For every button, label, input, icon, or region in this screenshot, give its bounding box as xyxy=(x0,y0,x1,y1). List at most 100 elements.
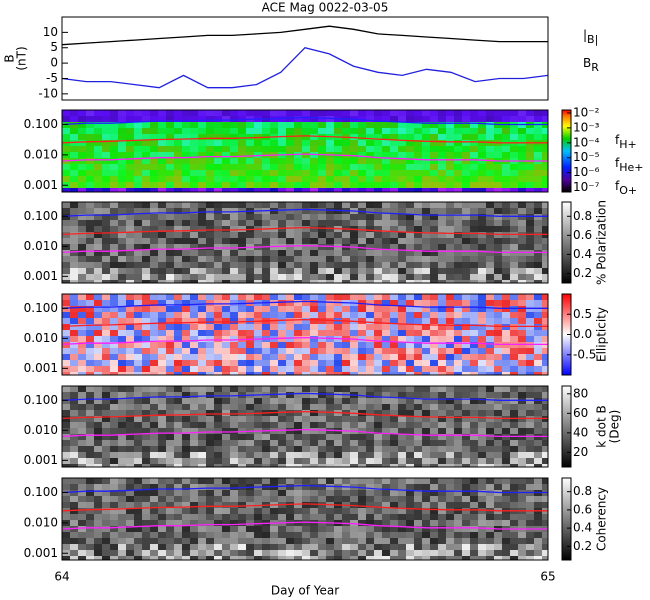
texture-cell xyxy=(62,514,70,520)
texture-cell xyxy=(102,404,110,410)
texture-cell xyxy=(286,428,294,434)
texture-cell xyxy=(238,238,246,244)
texture-cell xyxy=(310,244,318,250)
texture-cell xyxy=(94,318,102,324)
texture-cell xyxy=(118,330,126,336)
texture-cell xyxy=(78,550,86,556)
texture-cell xyxy=(246,140,254,146)
texture-cell xyxy=(414,312,422,318)
texture-cell xyxy=(350,526,358,532)
texture-cell xyxy=(486,202,494,208)
colorbar-tick-label: 0.2 xyxy=(573,266,592,280)
texture-cell xyxy=(310,262,318,268)
texture-cell xyxy=(86,348,94,354)
texture-cell xyxy=(398,294,406,300)
texture-cell xyxy=(286,484,294,490)
texture-cell xyxy=(446,300,454,306)
texture-cell xyxy=(446,538,454,544)
texture-cell xyxy=(310,170,318,176)
texture-cell xyxy=(142,458,150,464)
texture-cell xyxy=(382,490,390,496)
texture-cell xyxy=(294,434,302,440)
texture-cell xyxy=(286,538,294,544)
texture-cell xyxy=(534,532,542,538)
texture-cell xyxy=(102,556,110,560)
texture-cell xyxy=(158,342,166,348)
texture-cell xyxy=(174,330,182,336)
texture-cell xyxy=(486,404,494,410)
texture-cell xyxy=(278,538,286,544)
texture-cell xyxy=(62,244,70,250)
texture-cell xyxy=(310,134,318,140)
texture-cell xyxy=(358,238,366,244)
texture-cell xyxy=(94,176,102,182)
texture-cell xyxy=(430,324,438,330)
texture-cell xyxy=(206,526,214,532)
texture-cell xyxy=(350,372,358,375)
texture-cell xyxy=(214,434,222,440)
texture-cell xyxy=(134,176,142,182)
texture-cell xyxy=(334,280,342,283)
texture-cell xyxy=(278,280,286,283)
texture-cell xyxy=(214,538,222,544)
texture-cell xyxy=(86,526,94,532)
texture-cell xyxy=(190,226,198,232)
texture-cell xyxy=(70,330,78,336)
texture-cell xyxy=(470,294,478,300)
texture-cell xyxy=(190,306,198,312)
texture-cell xyxy=(198,170,206,176)
texture-cell xyxy=(310,478,318,484)
texture-cell xyxy=(294,398,302,404)
y-tick-label: 0.010 xyxy=(24,423,58,437)
texture-cell xyxy=(502,440,510,446)
texture-cell xyxy=(254,110,262,116)
texture-cell xyxy=(366,208,374,214)
texture-cell xyxy=(286,128,294,134)
texture-cell xyxy=(198,464,206,467)
texture-cell xyxy=(510,214,518,220)
texture-cell xyxy=(214,354,222,360)
texture-cell xyxy=(142,294,150,300)
texture-cell xyxy=(510,556,518,560)
texture-cell xyxy=(502,550,510,556)
texture-cell xyxy=(510,484,518,490)
texture-cell xyxy=(150,404,158,410)
texture-cell xyxy=(438,410,446,416)
texture-cell xyxy=(86,262,94,268)
texture-cell xyxy=(142,152,150,158)
texture-cell xyxy=(518,110,526,116)
texture-cell xyxy=(262,128,270,134)
texture-cell xyxy=(414,170,422,176)
texture-cell xyxy=(438,164,446,170)
texture-cell xyxy=(222,146,230,152)
texture-cell xyxy=(118,508,126,514)
texture-cell xyxy=(342,312,350,318)
texture-cell xyxy=(526,128,534,134)
texture-cell xyxy=(214,446,222,452)
texture-cell xyxy=(230,324,238,330)
texture-cell xyxy=(78,508,86,514)
texture-cell xyxy=(382,342,390,348)
texture-cell xyxy=(206,544,214,550)
texture-cell xyxy=(438,140,446,146)
texture-cell xyxy=(406,372,414,375)
texture-cell xyxy=(478,202,486,208)
texture-cell xyxy=(78,342,86,348)
texture-cell xyxy=(358,538,366,544)
texture-cell xyxy=(542,464,548,467)
texture-cell xyxy=(446,410,454,416)
texture-cell xyxy=(302,354,310,360)
texture-cell xyxy=(382,508,390,514)
texture-cell xyxy=(510,446,518,452)
texture-cell xyxy=(446,478,454,484)
texture-cell xyxy=(486,128,494,134)
texture-cell xyxy=(414,208,422,214)
texture-cell xyxy=(126,452,134,458)
texture-cell xyxy=(446,158,454,164)
texture-cell xyxy=(350,508,358,514)
texture-cell xyxy=(326,110,334,116)
texture-cell xyxy=(182,478,190,484)
texture-cell xyxy=(294,478,302,484)
texture-cell xyxy=(310,128,318,134)
texture-cell xyxy=(422,158,430,164)
